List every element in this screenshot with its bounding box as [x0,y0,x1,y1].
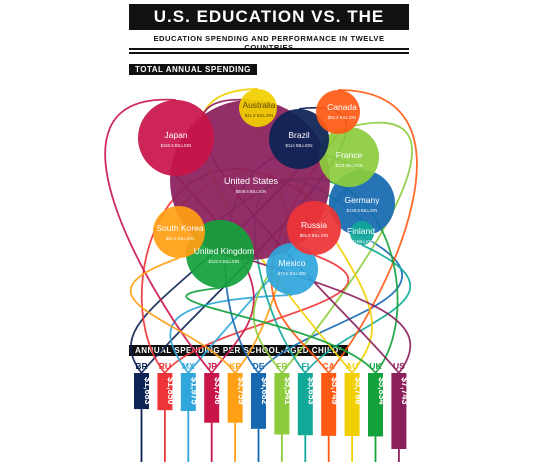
bubble-value-jp: $160.5 BILLION [161,143,192,148]
bar-value-br: $1,683 [143,377,153,405]
bar-code-kp: KP [229,361,241,371]
bar-value-jp: $3,756 [213,377,223,405]
bubble-label-uk: United Kingdom [194,246,254,256]
bar-value-ru: $1,850 [166,377,176,405]
bubble-fr [319,127,379,187]
connector-line-ru [164,254,350,374]
bar-value-uk: $5,834 [377,377,387,405]
bar-jp [204,373,220,423]
bubble-kp [153,206,205,258]
bubble-label-de: Germany [345,195,381,205]
bubble-label-ru: Russia [301,220,327,230]
bar-value-fr: $5,541 [283,377,293,405]
bar-code-jp: JP [206,361,217,371]
bar-code-au: AU [346,361,358,371]
bar-br [134,373,149,410]
bar-value-de: $4,682 [260,377,270,405]
bar-code-uk: UK [369,361,382,371]
bar-code-br: BR [135,361,147,371]
bar-value-us: $7,743 [400,377,410,405]
bar-value-mx: $1,975 [190,377,200,405]
bubble-au [239,89,277,127]
bubble-jp [138,100,214,176]
connector-line-uk [185,287,377,374]
bubble-ca [316,90,360,134]
bubble-label-au: Australia [242,100,275,110]
bubble-label-kp: South Korea [156,223,204,233]
bubble-value-ru: $56.9 BILLION [300,233,328,238]
bubble-label-us: United States [224,176,279,186]
bubble-value-de: $129.8 BILLION [347,208,378,213]
bar-chart: BR $1,683 RU $1,850 MX $1,975 JP $3,756 KP $3,759… [134,361,410,462]
bar-code-de: DE [253,361,265,371]
page-title: U.S. EDUCATION VS. THE WORLD [129,4,409,52]
bar-de [251,373,266,429]
bar-value-kp: $3,759 [236,377,246,405]
divider-bottom [129,52,409,54]
bubble-label-fr: France [336,150,363,160]
bar-ru [157,373,173,411]
bubble-br [269,109,329,169]
bubble-value-fi: $10 BILLION [349,239,374,244]
bar-fr [274,373,290,435]
connector-line-jp [104,99,213,374]
bar-au [344,373,360,436]
bar-code-ru: RU [159,361,171,371]
bar-code-us: US [393,361,405,371]
bar-code-mx: MX [182,361,195,371]
bubble-label-fi: Finland [347,226,375,236]
divider-top [129,48,409,50]
connector-line-kp [129,257,236,374]
bubble-label-mx: Mexico [279,258,306,268]
bar-value-fi: $5,653 [307,377,317,405]
bubble-label-br: Brazil [288,130,309,140]
bubble-value-br: $114 BILLION [286,143,313,148]
bubble-label-jp: Japan [164,130,187,140]
bubble-mx [266,243,318,295]
bar-value-ca: $5,749 [330,377,340,405]
bubble-ru [287,201,341,255]
bar-fi [297,373,313,436]
bubble-value-kp: $61.6 BILLION [166,236,194,241]
bubble-value-mx: $74.9 BILLION [278,271,306,276]
bar-mx [180,373,196,412]
bubble-fi [350,221,374,245]
bar-code-ca: CA [323,361,335,371]
section-label-total: TOTAL ANNUAL SPENDING [129,64,257,75]
bubble-chart: United States $809.6 BILLION Japan $160.5 B… [138,89,395,295]
bar-kp [227,373,243,423]
bar-ca [321,373,337,436]
bubble-value-us: $809.6 BILLION [236,189,267,194]
bubble-value-au: $41.8 BILLION [245,113,273,118]
bar-code-fi: FI [302,361,310,371]
connector-line-fi [304,244,411,374]
connector-line-ca [328,89,418,374]
bubble-value-ca: $65.4 BILLION [328,115,356,120]
bar-us [391,373,407,449]
bubble-value-fr: $121 BILLION [335,163,362,168]
bar-uk [368,373,383,437]
bar-code-fr: FR [276,361,287,371]
bubble-value-uk: $122.6 BILLION [209,259,240,264]
page-subtitle: EDUCATION SPENDING AND PERFORMANCE IN TW… [153,34,385,52]
section-label-per-child: ANNUAL SPENDING PER SCHOOL-AGED CHILD* [129,345,349,356]
bubble-label-ca: Canada [327,102,357,112]
bar-value-au: $5,766 [353,377,363,405]
